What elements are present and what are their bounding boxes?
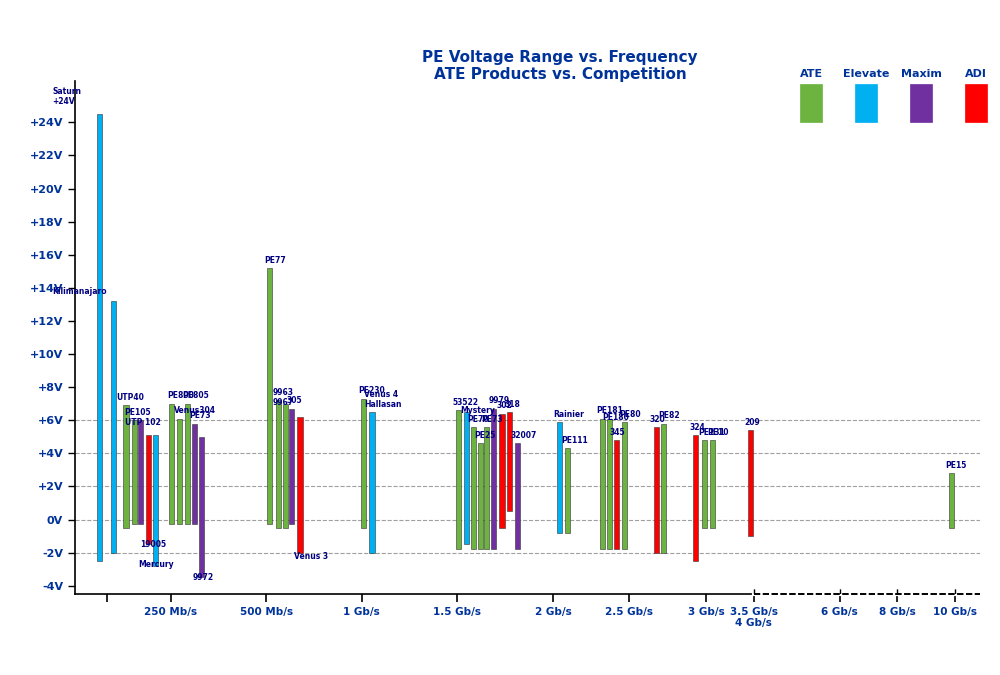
Bar — [661, 423, 666, 553]
Bar — [515, 443, 520, 549]
Bar — [499, 414, 505, 528]
Text: PE181: PE181 — [596, 406, 623, 415]
Text: 9979: 9979 — [489, 396, 510, 406]
Text: Rainier: Rainier — [553, 410, 584, 418]
Text: PE73: PE73 — [189, 411, 211, 421]
Bar — [283, 404, 288, 528]
Text: PE77: PE77 — [264, 256, 286, 265]
Bar — [267, 268, 272, 524]
Text: Saturn
+24V: Saturn +24V — [53, 87, 82, 106]
Text: PE15: PE15 — [945, 461, 966, 470]
Text: ADI: ADI — [965, 69, 987, 79]
Text: PE800: PE800 — [167, 392, 194, 400]
Text: 9972: 9972 — [193, 574, 214, 583]
Text: 53522: 53522 — [452, 398, 478, 407]
Bar — [557, 422, 562, 533]
Text: 318: 318 — [505, 400, 520, 408]
Text: PE Voltage Range vs. Frequency: PE Voltage Range vs. Frequency — [422, 50, 698, 65]
Bar — [361, 399, 366, 528]
Text: 324: 324 — [689, 423, 705, 432]
Bar — [565, 448, 570, 533]
Bar — [138, 421, 143, 524]
Bar — [123, 406, 129, 528]
Bar — [97, 114, 102, 561]
Text: PE180: PE180 — [602, 413, 629, 422]
Bar — [153, 435, 158, 566]
Bar — [369, 412, 375, 553]
Bar — [478, 443, 483, 549]
Text: 9967: 9967 — [273, 398, 294, 407]
Text: PE10: PE10 — [707, 428, 729, 437]
Bar — [622, 422, 627, 549]
Text: PE80: PE80 — [619, 410, 641, 418]
Bar — [276, 400, 281, 528]
Text: PE805: PE805 — [182, 392, 209, 400]
Text: PE82: PE82 — [658, 411, 680, 421]
Text: UTP 102: UTP 102 — [125, 418, 160, 427]
Bar — [192, 423, 197, 524]
Bar — [693, 435, 698, 561]
Text: Kilimanajaro: Kilimanajaro — [53, 287, 107, 296]
Text: PE105: PE105 — [125, 408, 151, 417]
Text: PE131: PE131 — [698, 428, 725, 437]
Bar — [607, 418, 612, 549]
Text: PE230: PE230 — [358, 386, 385, 396]
Bar — [464, 412, 469, 544]
Text: 209: 209 — [744, 418, 760, 427]
Text: PE111: PE111 — [561, 436, 588, 445]
Text: Mystery: Mystery — [460, 406, 495, 415]
Bar — [289, 408, 294, 524]
Text: 302: 302 — [497, 402, 513, 410]
Bar — [177, 418, 182, 524]
Text: Elevate: Elevate — [843, 69, 889, 79]
Text: PE70: PE70 — [468, 414, 489, 423]
Text: 9963: 9963 — [273, 388, 294, 397]
Text: PE73: PE73 — [482, 414, 503, 423]
Text: Venus304: Venus304 — [174, 406, 216, 415]
Bar — [146, 435, 151, 544]
Bar — [199, 437, 204, 577]
Text: Mercury: Mercury — [139, 560, 174, 569]
Bar — [471, 427, 476, 549]
Text: ATE: ATE — [799, 69, 823, 79]
Text: UTP40: UTP40 — [116, 393, 144, 402]
Text: 32007: 32007 — [511, 431, 537, 440]
Bar — [132, 421, 137, 524]
Text: 320: 320 — [650, 414, 666, 423]
Text: 19005: 19005 — [140, 540, 166, 549]
Bar — [507, 412, 512, 511]
Bar — [748, 430, 753, 536]
Bar — [185, 404, 190, 524]
Bar — [949, 473, 954, 528]
Bar — [654, 427, 659, 553]
Text: Maxim: Maxim — [901, 69, 941, 79]
Text: Venus 3: Venus 3 — [294, 552, 328, 561]
Bar — [491, 408, 496, 549]
Bar — [297, 417, 303, 553]
Bar — [702, 440, 707, 528]
Bar — [169, 404, 174, 524]
Bar — [484, 427, 489, 549]
Text: 345: 345 — [609, 428, 625, 437]
Text: 305: 305 — [287, 396, 302, 406]
Text: Venus 4
Hallasan: Venus 4 Hallasan — [364, 390, 402, 408]
Text: PE25: PE25 — [474, 431, 495, 440]
Text: ATE Products vs. Competition: ATE Products vs. Competition — [434, 67, 686, 82]
Bar — [710, 440, 715, 528]
Bar — [600, 418, 605, 549]
Bar — [456, 410, 461, 549]
Bar — [614, 440, 619, 549]
Bar — [111, 301, 116, 553]
